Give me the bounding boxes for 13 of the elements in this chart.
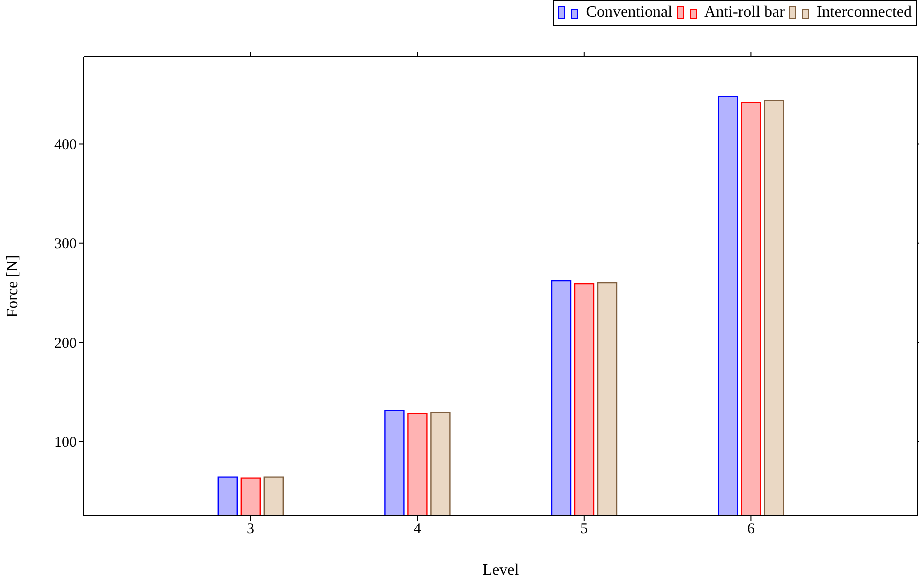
- x-tick-label: 5: [580, 522, 588, 538]
- x-tick-label: 6: [747, 522, 756, 538]
- y-tick-label: 200: [54, 336, 77, 352]
- x-axis-title: Level: [482, 562, 520, 579]
- legend-label: Interconnected: [816, 3, 912, 23]
- x-tick-label: 4: [414, 522, 422, 538]
- y-tick-label: 400: [54, 138, 77, 154]
- y-axis-title: Force [N]: [4, 255, 22, 318]
- y-tick-label: 300: [54, 236, 77, 253]
- y-tick-label: 100: [54, 434, 77, 451]
- x-tick-label: 3: [247, 522, 255, 538]
- legend-label: Anti-roll bar: [704, 3, 785, 23]
- legend-label: Conventional: [586, 3, 673, 23]
